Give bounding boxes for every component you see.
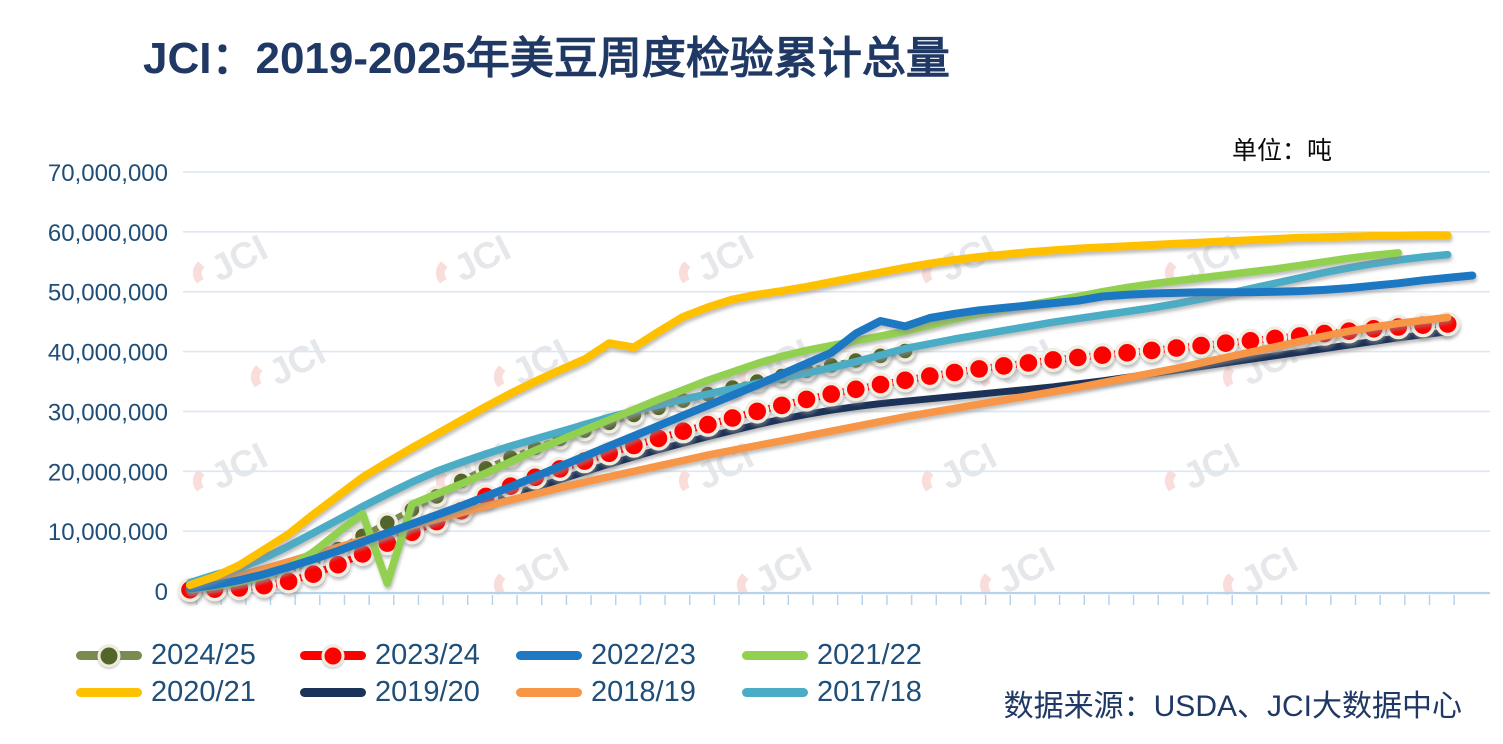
svg-text:50,000,000: 50,000,000 (48, 280, 168, 307)
legend-swatch-2017-18 (742, 688, 808, 697)
svg-text:JCI: JCI (262, 331, 332, 394)
series-2022-23 (186, 271, 1477, 593)
legend-item-2023-24[interactable]: 2023/24 (300, 641, 516, 670)
svg-text:70,000,000: 70,000,000 (48, 160, 168, 187)
legend-swatch-2024-25 (76, 644, 142, 667)
legend-label: 2018/19 (591, 676, 696, 708)
page-title: JCI：2019-2025年美豆周度检验累计总量 (143, 34, 950, 83)
legend-label: 2021/22 (817, 639, 922, 671)
legend-marker-dot (321, 644, 345, 667)
legend-item-2024-25[interactable]: 2024/25 (76, 641, 300, 670)
svg-text:40,000,000: 40,000,000 (48, 340, 168, 367)
legend-swatch-2023-24 (300, 644, 366, 667)
svg-text:JCI: JCI (447, 227, 517, 290)
svg-text:30,000,000: 30,000,000 (48, 399, 168, 426)
legend-item-2022-23[interactable]: 2022/23 (516, 641, 742, 670)
svg-text:20,000,000: 20,000,000 (48, 459, 168, 486)
legend-item-2017-18[interactable]: 2017/18 (742, 678, 972, 707)
svg-text:10,000,000: 10,000,000 (48, 519, 168, 546)
svg-text:0: 0 (155, 579, 168, 606)
legend-label: 2022/23 (591, 639, 696, 671)
legend-swatch-2020-21 (76, 688, 142, 697)
series-2021-22 (186, 249, 1403, 593)
legend-label: 2024/25 (151, 639, 256, 671)
legend-item-2021-22[interactable]: 2021/22 (742, 641, 972, 670)
legend-item-2018-19[interactable]: 2018/19 (516, 678, 742, 707)
legend-label: 2019/20 (375, 676, 480, 708)
legend-swatch-2018-19 (516, 688, 582, 697)
series-2020-21 (186, 231, 1452, 589)
chart-legend: 2024/25 2023/24 2022/23 2021/22 2020/21 2019/… (76, 637, 972, 711)
data-source-label: 数据来源：USDA、JCI大数据中心 (1003, 690, 1462, 723)
svg-text:JCI: JCI (690, 227, 760, 290)
legend-swatch-2019-20 (300, 688, 366, 697)
svg-text:JCI: JCI (204, 227, 274, 290)
legend-swatch-2021-22 (742, 651, 808, 660)
legend-label: 2020/21 (151, 676, 256, 708)
svg-text:JCI: JCI (204, 435, 274, 498)
legend-item-2020-21[interactable]: 2020/21 (76, 678, 300, 707)
legend-label: 2023/24 (375, 639, 480, 671)
legend-label: 2017/18 (817, 676, 922, 708)
legend-swatch-2022-23 (516, 651, 582, 660)
svg-text:JCI: JCI (933, 435, 1003, 498)
svg-text:60,000,000: 60,000,000 (48, 220, 168, 247)
series-layer (177, 231, 1477, 602)
svg-text:JCI: JCI (505, 331, 575, 394)
svg-text:JCI: JCI (1176, 435, 1246, 498)
unit-label: 单位：吨 (1232, 137, 1333, 165)
legend-marker-dot (97, 644, 121, 667)
legend-item-2019-20[interactable]: 2019/20 (300, 678, 516, 707)
